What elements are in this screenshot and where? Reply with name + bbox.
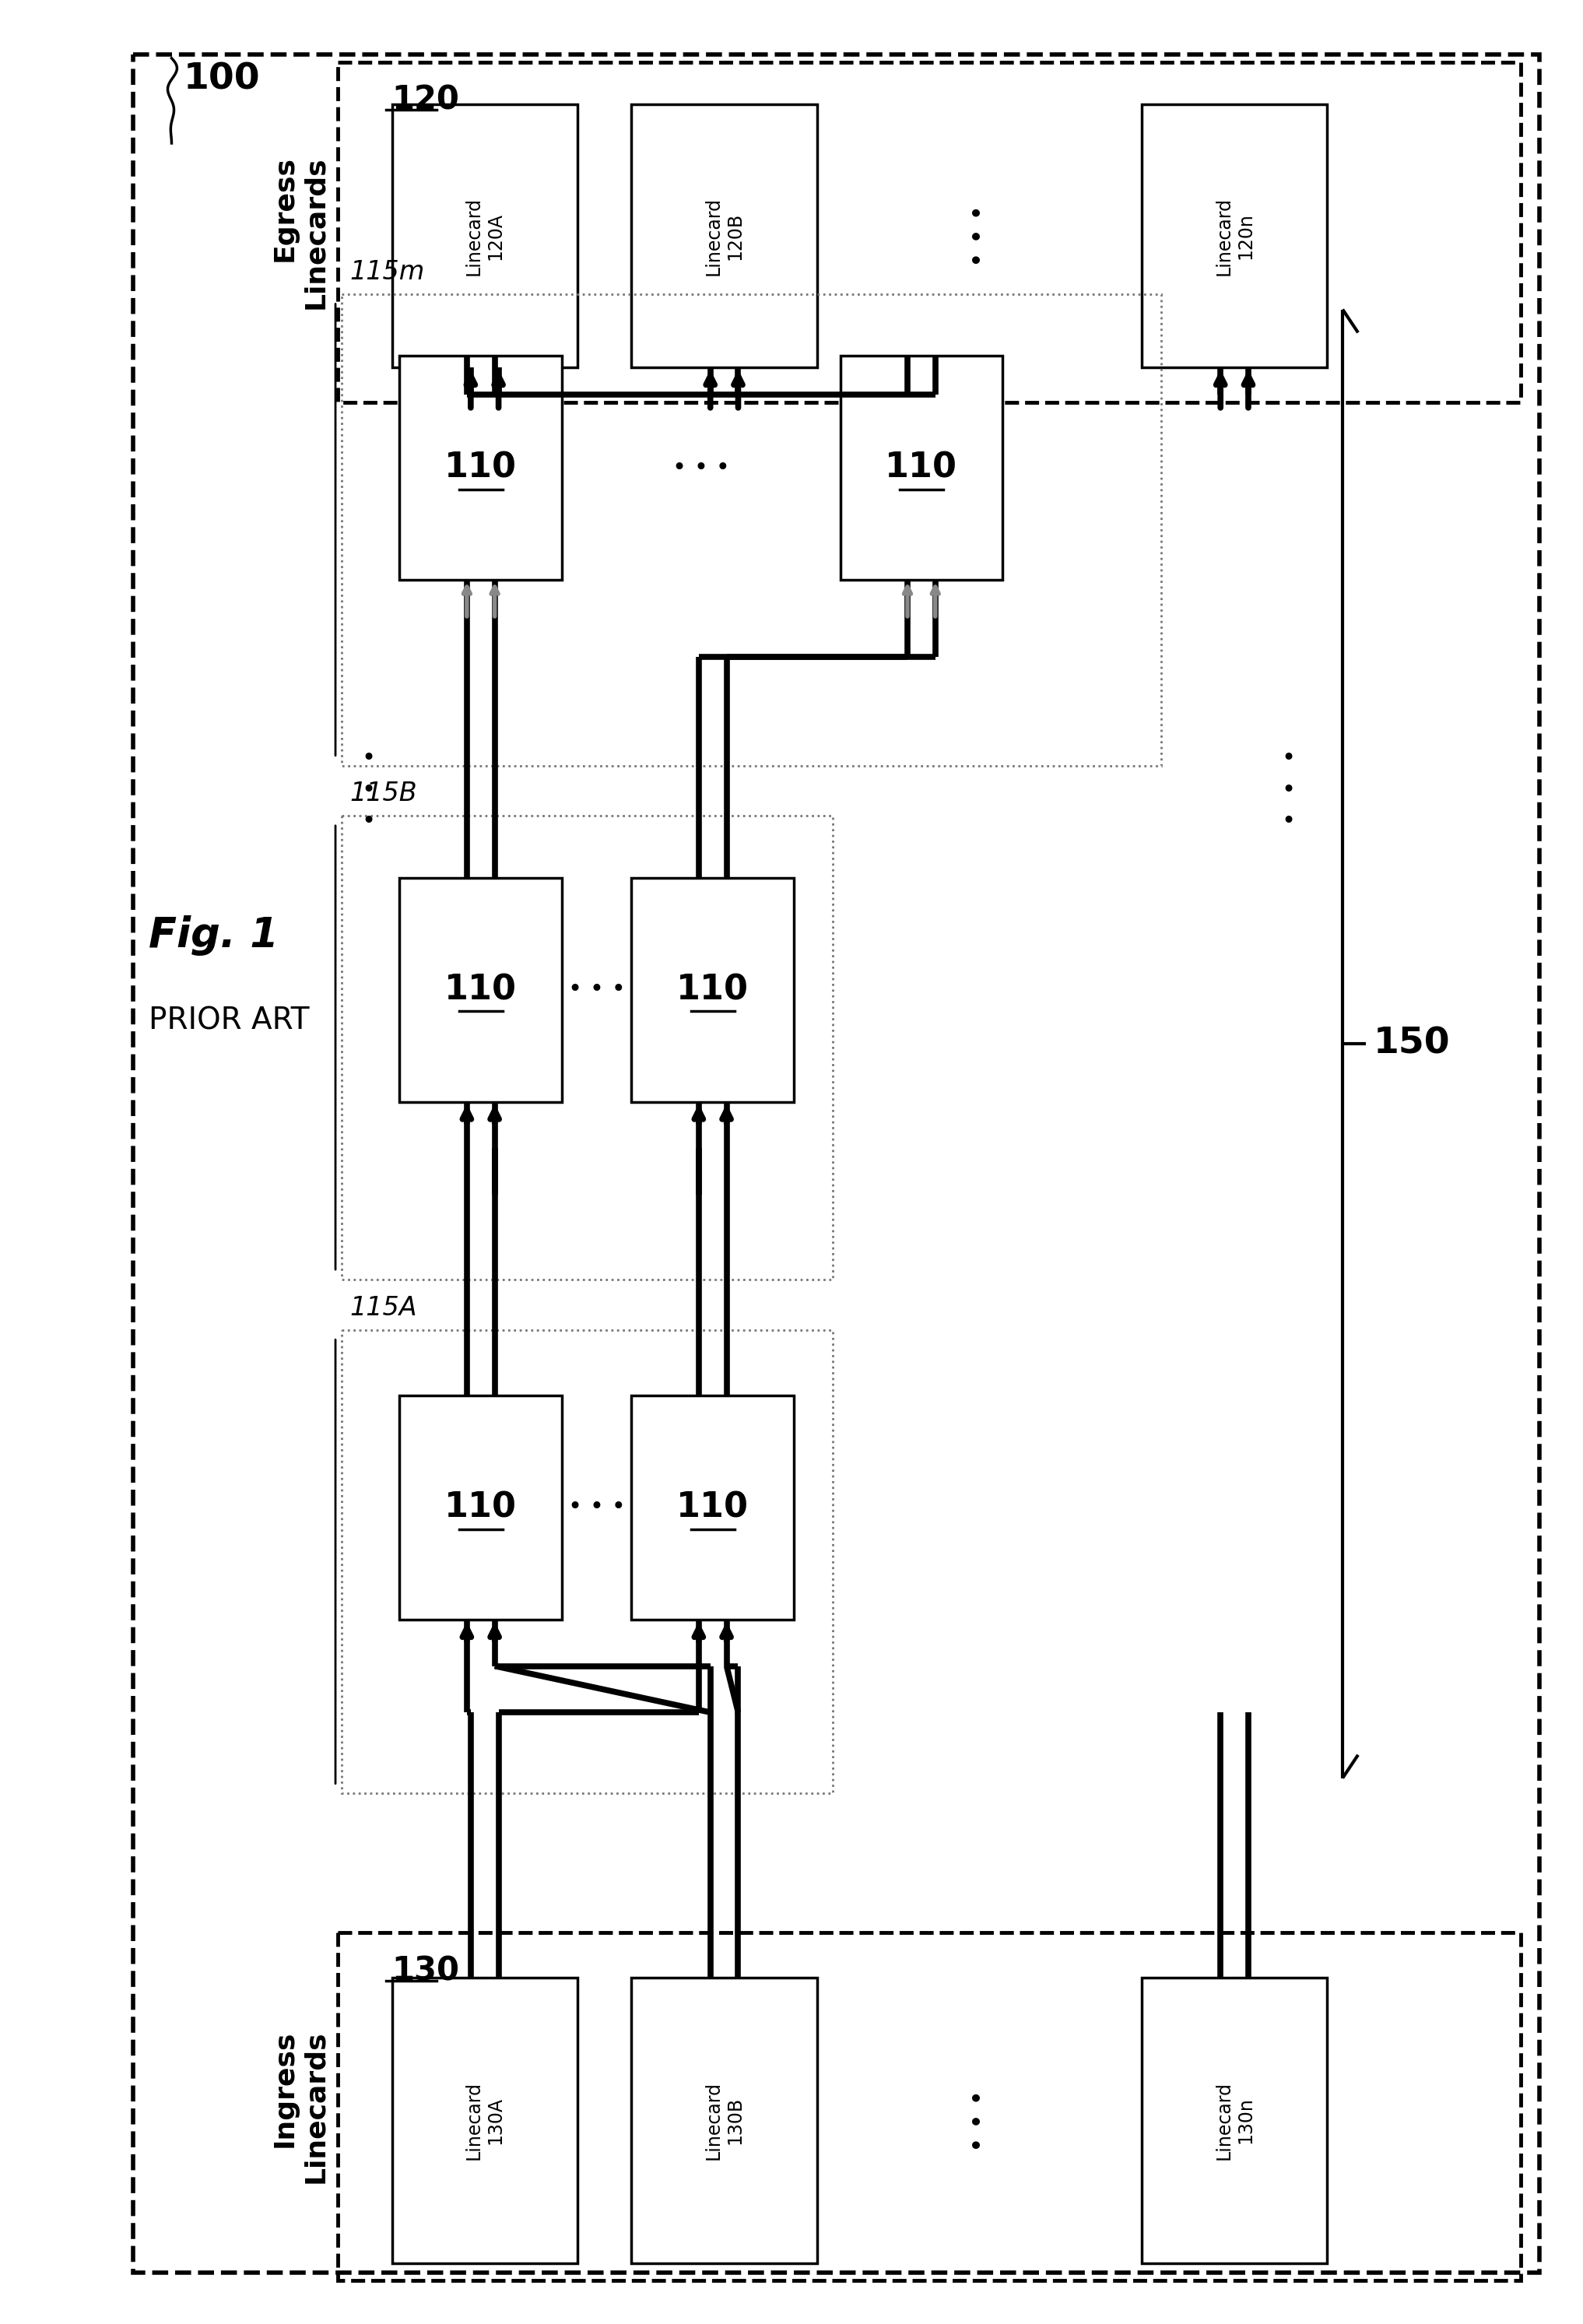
Bar xyxy=(399,356,562,581)
Text: • • •: • • • xyxy=(967,205,993,267)
Text: Linecard
130B: Linecard 130B xyxy=(704,2082,744,2159)
Text: Linecard
120n: Linecard 120n xyxy=(1214,198,1255,274)
Text: 100: 100 xyxy=(184,63,260,98)
Text: 110: 110 xyxy=(885,451,958,486)
Text: 110: 110 xyxy=(445,451,518,486)
Text: Linecard
120A: Linecard 120A xyxy=(464,198,505,274)
Bar xyxy=(632,1394,793,1620)
Text: 110: 110 xyxy=(676,1490,749,1525)
Text: 150: 150 xyxy=(1374,1027,1450,1062)
Bar xyxy=(1141,1978,1327,2264)
Bar xyxy=(337,63,1520,402)
Bar xyxy=(342,293,1160,765)
Bar xyxy=(342,816,833,1281)
Text: 120: 120 xyxy=(393,84,459,116)
Bar xyxy=(399,878,562,1102)
Bar xyxy=(342,1329,833,1794)
Text: • • •: • • • xyxy=(568,1497,625,1520)
Text: 130: 130 xyxy=(393,1954,459,1987)
Text: 115A: 115A xyxy=(350,1294,416,1320)
Text: Fig. 1: Fig. 1 xyxy=(149,916,279,955)
Text: Ingress
Linecards: Ingress Linecards xyxy=(271,2031,329,2182)
Text: •
•
•: • • • xyxy=(361,748,375,832)
Bar xyxy=(393,1978,578,2264)
Bar xyxy=(632,105,817,367)
Text: • • •: • • • xyxy=(568,978,625,1002)
Bar xyxy=(133,53,1540,2273)
Text: 110: 110 xyxy=(676,974,749,1006)
Text: PRIOR ART: PRIOR ART xyxy=(149,1006,309,1034)
Text: Linecard
120B: Linecard 120B xyxy=(704,198,744,274)
Bar xyxy=(841,356,1002,581)
Bar xyxy=(1141,105,1327,367)
Text: Egress
Linecards: Egress Linecards xyxy=(271,156,329,309)
Text: 110: 110 xyxy=(445,974,518,1006)
Text: •
•
•: • • • xyxy=(1282,748,1295,832)
Text: 110: 110 xyxy=(445,1490,518,1525)
Bar xyxy=(393,105,578,367)
Bar xyxy=(337,1934,1520,2280)
Text: 115m: 115m xyxy=(350,258,424,284)
Text: Linecard
130n: Linecard 130n xyxy=(1214,2082,1255,2159)
Text: 115B: 115B xyxy=(350,781,416,806)
Bar xyxy=(399,1394,562,1620)
Bar xyxy=(632,1978,817,2264)
Text: • • •: • • • xyxy=(967,2089,993,2152)
Text: Linecard
130A: Linecard 130A xyxy=(464,2082,505,2159)
Text: • • •: • • • xyxy=(673,456,730,479)
Bar xyxy=(632,878,793,1102)
